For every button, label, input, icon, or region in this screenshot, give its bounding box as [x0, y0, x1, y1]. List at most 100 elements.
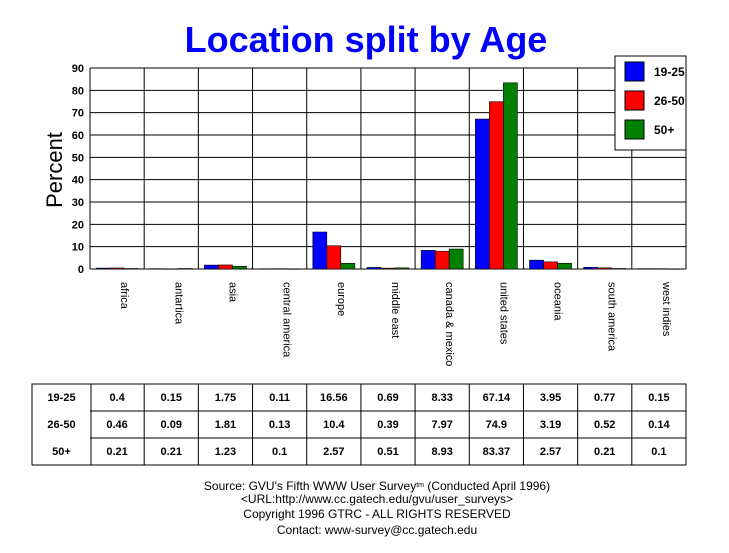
bar: [597, 267, 613, 270]
bar: [420, 250, 436, 270]
y-tick-label: 40: [72, 175, 84, 187]
table-cell: 0.69: [377, 392, 398, 404]
table-row-label: 26-50: [47, 419, 75, 431]
bar: [611, 268, 627, 270]
x-tick-label: europe: [335, 282, 347, 316]
x-tick-label: united states: [497, 282, 509, 345]
x-tick-label: canada & mexico: [443, 282, 455, 366]
table-cell: 8.93: [431, 446, 452, 458]
table-row-label: 19-25: [47, 392, 75, 404]
legend-label: 19-25: [654, 65, 685, 79]
table-cell: 7.97: [431, 419, 452, 431]
table-cell: 74.9: [486, 419, 507, 431]
table-cell: 83.37: [483, 446, 511, 458]
x-tick-label: asia: [226, 282, 238, 303]
table-cell: 3.95: [540, 392, 561, 404]
bar: [258, 268, 273, 270]
x-tick-label: middle east: [389, 282, 401, 338]
bar: [583, 266, 599, 270]
y-tick-label: 50: [72, 152, 84, 164]
table-cell: 0.51: [377, 446, 398, 458]
legend-swatch: [624, 61, 645, 82]
table-cell: 0.52: [594, 419, 615, 431]
y-tick-label: 90: [72, 63, 84, 75]
bar: [366, 267, 382, 270]
bar: [312, 231, 328, 270]
bar: [448, 248, 464, 270]
table-cell: 0.39: [377, 419, 398, 431]
table-cell: 2.57: [540, 446, 561, 458]
bar: [177, 268, 193, 270]
footer-conducted: (Conducted April 1996): [424, 479, 550, 493]
bar: [149, 268, 165, 270]
bar: [380, 267, 396, 270]
y-tick-label: 30: [72, 197, 84, 209]
legend-swatch: [624, 119, 645, 140]
y-tick-label: 70: [72, 108, 84, 120]
table-cell: 0.77: [594, 392, 615, 404]
x-tick-label: south america: [606, 282, 618, 352]
table-cell: 0.1: [272, 446, 287, 458]
data-table: [31, 383, 687, 466]
bar: [95, 267, 111, 270]
footer-tm: tm: [416, 482, 424, 489]
table-cell: 1.75: [215, 392, 236, 404]
bar: [218, 264, 233, 270]
table-cell: 0.46: [106, 419, 127, 431]
bar: [109, 267, 125, 270]
table-row-label: 50+: [52, 446, 71, 458]
bar: [394, 267, 410, 270]
legend-swatch: [624, 90, 645, 111]
footer-copyright: Copyright 1996 GTRC - ALL RIGHTS RESERVE…: [243, 507, 511, 521]
bar: [204, 264, 219, 270]
table-cell: 67.14: [483, 392, 511, 404]
x-tick-label: central america: [281, 282, 293, 358]
table-cell: 16.56: [320, 392, 348, 404]
bar: [340, 262, 356, 270]
table-cell: 0.1: [651, 446, 666, 458]
bar: [665, 268, 681, 270]
footer-source: Source: GVU's Fifth WWW User Surveytm (C…: [204, 479, 550, 493]
bar: [232, 265, 247, 270]
table-cell: 0.4: [109, 392, 125, 404]
bar: [489, 101, 504, 270]
table-cell: 0.13: [269, 419, 290, 431]
x-tick-label: africa: [118, 282, 130, 310]
table-cell: 2.57: [323, 446, 344, 458]
table-cell: 1.23: [215, 446, 236, 458]
bar: [651, 268, 667, 270]
bar: [123, 268, 139, 270]
chart-title: Location split by Age: [185, 19, 548, 60]
bar: [503, 82, 518, 270]
table-cell: 0.14: [648, 419, 670, 431]
bar: [529, 259, 544, 270]
x-tick-label: oceania: [552, 282, 564, 321]
bar: [163, 268, 179, 270]
bar: [637, 268, 653, 270]
legend-label: 26-50: [654, 94, 685, 108]
bar: [434, 250, 450, 270]
footer-contact: Contact: www-survey@cc.gatech.edu: [277, 523, 477, 537]
y-tick-label: 10: [72, 242, 84, 254]
footer-source: Source: GVU's Fifth WWW User Survey: [204, 479, 416, 493]
table-cell: 0.11: [269, 392, 290, 404]
table-cell: 0.21: [106, 446, 127, 458]
y-tick-label: 20: [72, 219, 84, 231]
x-tick-label: antartica: [172, 282, 184, 325]
y-tick-label: 60: [72, 130, 84, 142]
y-tick-label: 0: [78, 264, 84, 276]
bar: [543, 261, 558, 270]
table-cell: 0.15: [161, 392, 182, 404]
legend-label: 50+: [654, 123, 674, 137]
footer-url: <URL:http://www.cc.gatech.edu/gvu/user_s…: [241, 492, 513, 506]
y-tick-label: 80: [72, 85, 84, 97]
table-cell: 1.81: [215, 419, 236, 431]
table-cell: 0.21: [594, 446, 615, 458]
table-cell: 10.4: [323, 419, 345, 431]
bar: [326, 245, 342, 270]
table-cell: 8.33: [431, 392, 452, 404]
table-cell: 0.15: [648, 392, 669, 404]
bar: [272, 268, 287, 270]
bar: [286, 268, 301, 270]
